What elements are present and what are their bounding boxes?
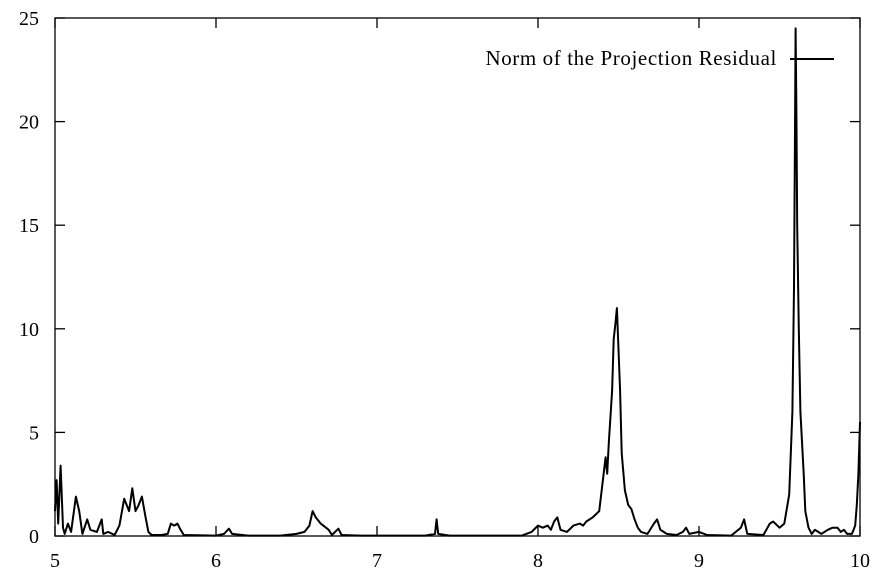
x-tick-label: 10: [850, 550, 870, 572]
x-tick-label: 5: [50, 550, 60, 572]
x-tick-label: 7: [372, 550, 382, 572]
legend-label: Norm of the Projection Residual: [485, 46, 777, 70]
y-tick-label: 15: [19, 215, 39, 237]
axis-ticks: [54, 17, 861, 537]
series-line: [54, 27, 861, 537]
y-tick-label: 0: [29, 526, 39, 548]
y-tick-label: 25: [19, 8, 39, 30]
x-tick-label: 6: [211, 550, 221, 572]
y-tick-label: 5: [29, 422, 39, 444]
y-tick-label: 10: [19, 319, 39, 341]
x-tick-label: 8: [533, 550, 543, 572]
plot-frame: [54, 17, 861, 537]
y-tick-label: 20: [19, 112, 39, 134]
x-tick-label: 9: [694, 550, 704, 572]
legend: Norm of the Projection Residual: [485, 46, 834, 70]
